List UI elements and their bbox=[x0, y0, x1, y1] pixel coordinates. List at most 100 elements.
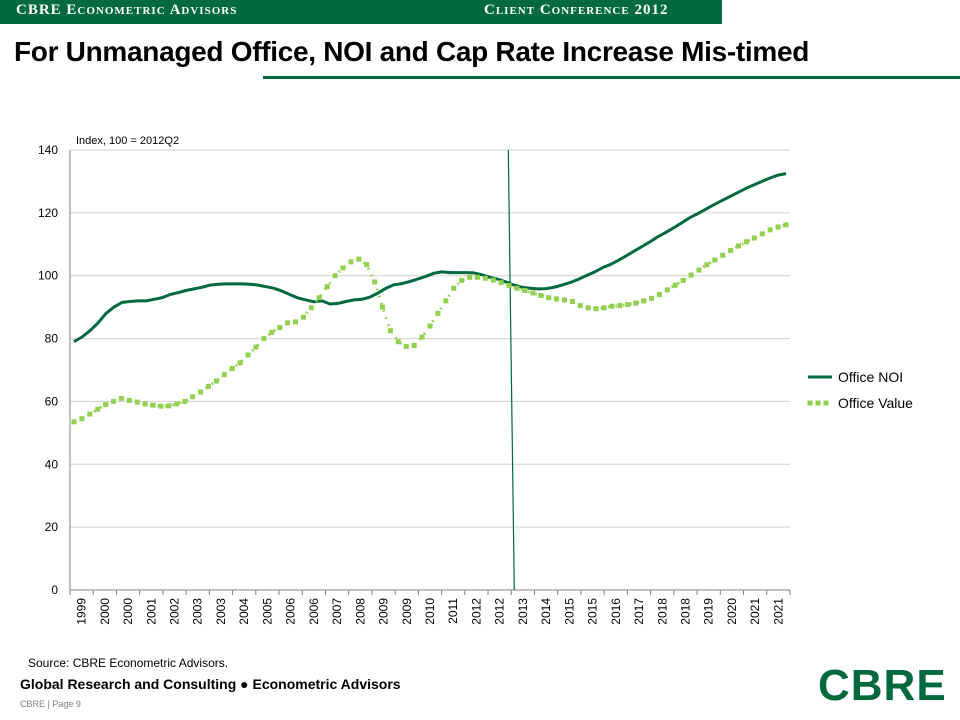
x-tick-label: 2007 bbox=[330, 598, 344, 625]
data-point-office-value bbox=[554, 296, 560, 302]
data-point-office-value bbox=[411, 342, 417, 348]
data-point-office-value bbox=[712, 257, 718, 263]
y-tick-label: 140 bbox=[38, 143, 58, 157]
data-point-office-value bbox=[633, 300, 639, 306]
data-point-office-value bbox=[356, 256, 362, 262]
data-point-office-value bbox=[103, 402, 109, 408]
x-tick-label: 2000 bbox=[98, 598, 112, 625]
x-tick-label: 2015 bbox=[562, 598, 576, 625]
data-point-office-value bbox=[174, 401, 180, 407]
data-point-office-value bbox=[459, 277, 465, 283]
y-tick-label: 80 bbox=[45, 332, 59, 346]
data-point-office-value bbox=[150, 402, 156, 408]
data-point-office-value bbox=[126, 397, 132, 403]
data-point-office-value bbox=[696, 267, 702, 273]
x-tick-label: 2009 bbox=[377, 598, 391, 625]
data-point-office-value bbox=[190, 394, 196, 400]
data-point-office-value bbox=[680, 277, 686, 283]
legend-label: Office Value bbox=[838, 395, 913, 411]
data-point-office-value bbox=[364, 262, 370, 268]
data-point-office-value bbox=[759, 231, 765, 237]
data-point-office-value bbox=[324, 284, 330, 290]
source-note: Source: CBRE Econometric Advisors. bbox=[28, 656, 229, 670]
data-point-office-value bbox=[87, 411, 93, 417]
header-left-label: CBRE Econometric Advisors bbox=[16, 2, 238, 18]
data-point-office-value bbox=[664, 287, 670, 293]
footer-page-number: CBRE | Page 9 bbox=[20, 699, 81, 709]
x-tick-label: 2008 bbox=[353, 598, 367, 625]
data-point-office-value bbox=[743, 239, 749, 245]
header-right-label: Client Conference 2012 bbox=[484, 2, 669, 18]
y-axis-label: Index, 100 = 2012Q2 bbox=[76, 135, 179, 147]
data-point-office-value bbox=[403, 343, 409, 349]
legend-swatch-office-value bbox=[823, 400, 829, 406]
data-point-office-value bbox=[720, 252, 726, 258]
title-underline bbox=[263, 76, 960, 79]
data-point-office-value bbox=[387, 328, 393, 334]
data-point-office-value bbox=[134, 399, 140, 405]
data-point-office-value bbox=[380, 304, 386, 310]
x-tick-label: 2001 bbox=[144, 598, 158, 625]
data-point-office-value bbox=[221, 372, 227, 378]
legend-swatch-office-value bbox=[815, 400, 821, 406]
footer-text: Global Research and Consulting ● Econome… bbox=[20, 676, 401, 692]
y-tick-label: 0 bbox=[51, 583, 58, 597]
x-tick-label: 2021 bbox=[748, 598, 762, 625]
data-point-office-value bbox=[332, 273, 338, 279]
data-point-office-value bbox=[111, 398, 117, 404]
x-tick-label: 2010 bbox=[423, 598, 437, 625]
data-point-office-value bbox=[736, 243, 742, 249]
data-point-office-value bbox=[672, 282, 678, 288]
series-line-office-noi bbox=[73, 172, 787, 343]
x-tick-label: 2000 bbox=[121, 598, 135, 625]
data-point-office-value bbox=[419, 334, 425, 340]
data-point-office-value bbox=[142, 401, 148, 407]
x-tick-label: 2009 bbox=[400, 598, 414, 625]
x-tick-label: 2002 bbox=[168, 598, 182, 625]
data-point-office-value bbox=[593, 306, 599, 312]
data-point-office-value bbox=[451, 285, 457, 291]
x-tick-label: 2011 bbox=[446, 598, 460, 624]
x-tick-label: 2021 bbox=[771, 598, 785, 625]
data-point-office-value bbox=[95, 406, 101, 412]
data-point-office-value bbox=[751, 235, 757, 241]
data-point-office-value bbox=[775, 224, 781, 230]
data-point-office-value bbox=[522, 287, 528, 293]
data-point-office-value bbox=[395, 339, 401, 345]
data-point-office-value bbox=[300, 314, 306, 320]
x-tick-label: 2005 bbox=[260, 598, 274, 625]
y-tick-label: 40 bbox=[45, 457, 59, 471]
data-point-office-value bbox=[617, 303, 623, 309]
data-point-office-value bbox=[641, 298, 647, 304]
data-point-office-value bbox=[166, 403, 172, 409]
data-point-office-value bbox=[538, 293, 544, 299]
data-point-office-value bbox=[601, 305, 607, 311]
data-point-office-value bbox=[530, 290, 536, 296]
data-point-office-value bbox=[182, 398, 188, 404]
page-title: For Unmanaged Office, NOI and Cap Rate I… bbox=[14, 36, 810, 67]
data-point-office-value bbox=[569, 298, 575, 304]
data-point-office-value bbox=[728, 248, 734, 254]
data-point-office-value bbox=[561, 297, 567, 303]
data-point-office-value bbox=[577, 303, 583, 309]
x-tick-label: 2004 bbox=[237, 598, 251, 625]
x-tick-label: 2017 bbox=[632, 598, 646, 625]
data-point-office-value bbox=[229, 365, 235, 371]
data-point-office-value bbox=[783, 222, 789, 228]
data-point-office-value bbox=[269, 329, 275, 335]
data-point-office-value bbox=[198, 389, 204, 395]
data-point-office-value bbox=[245, 352, 251, 358]
data-point-office-value bbox=[625, 302, 631, 308]
data-point-office-value bbox=[285, 320, 291, 326]
series-line-office-value bbox=[73, 223, 787, 424]
x-tick-label: 2013 bbox=[516, 598, 530, 625]
x-tick-label: 2014 bbox=[539, 598, 553, 625]
data-point-office-value bbox=[372, 279, 378, 285]
data-point-office-value bbox=[767, 227, 773, 233]
data-point-office-value bbox=[293, 319, 299, 325]
x-tick-label: 2015 bbox=[586, 598, 600, 625]
data-point-office-value bbox=[506, 282, 512, 288]
data-point-office-value bbox=[118, 395, 124, 401]
x-tick-label: 2006 bbox=[284, 598, 298, 625]
x-tick-label: 2016 bbox=[609, 598, 623, 625]
